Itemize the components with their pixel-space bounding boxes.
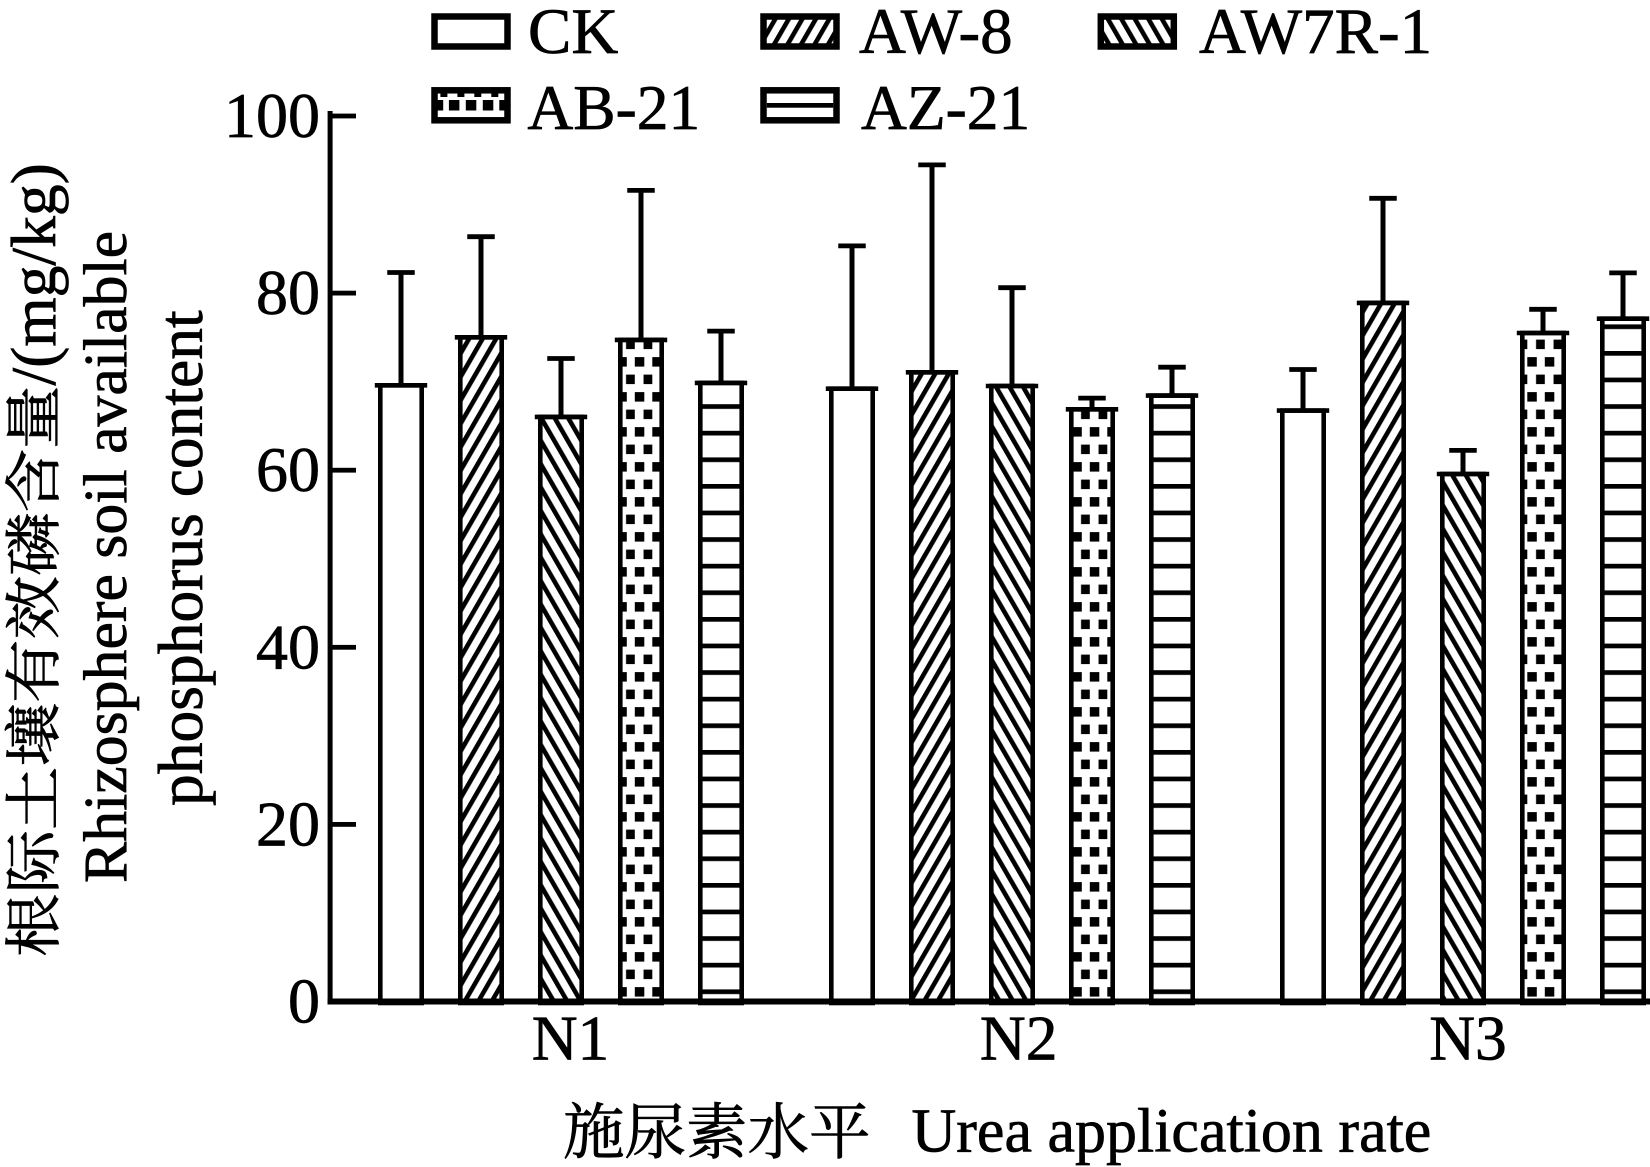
svg-text:80: 80 (256, 257, 320, 328)
svg-text:CK: CK (528, 0, 618, 68)
svg-text:60: 60 (256, 434, 320, 505)
svg-text:20: 20 (256, 788, 320, 859)
svg-text:100: 100 (224, 80, 320, 151)
svg-text:Rhizosphere soil available: Rhizosphere soil available (72, 231, 140, 883)
svg-text:AZ-21: AZ-21 (861, 72, 1030, 143)
svg-text:AW7R-1: AW7R-1 (1199, 0, 1432, 68)
svg-text:phosphorus content: phosphorus content (145, 310, 216, 806)
svg-text:N2: N2 (980, 1003, 1058, 1074)
svg-text:40: 40 (256, 611, 320, 682)
svg-text:Urea application rate: Urea application rate (912, 1098, 1432, 1166)
svg-text:/(mg/kg): /(mg/kg) (0, 163, 69, 385)
svg-text:AW-8: AW-8 (859, 0, 1013, 68)
svg-text:N1: N1 (532, 1003, 610, 1074)
svg-text:AB-21: AB-21 (527, 72, 700, 143)
svg-text:0: 0 (288, 966, 320, 1037)
svg-text:N3: N3 (1429, 1003, 1507, 1074)
